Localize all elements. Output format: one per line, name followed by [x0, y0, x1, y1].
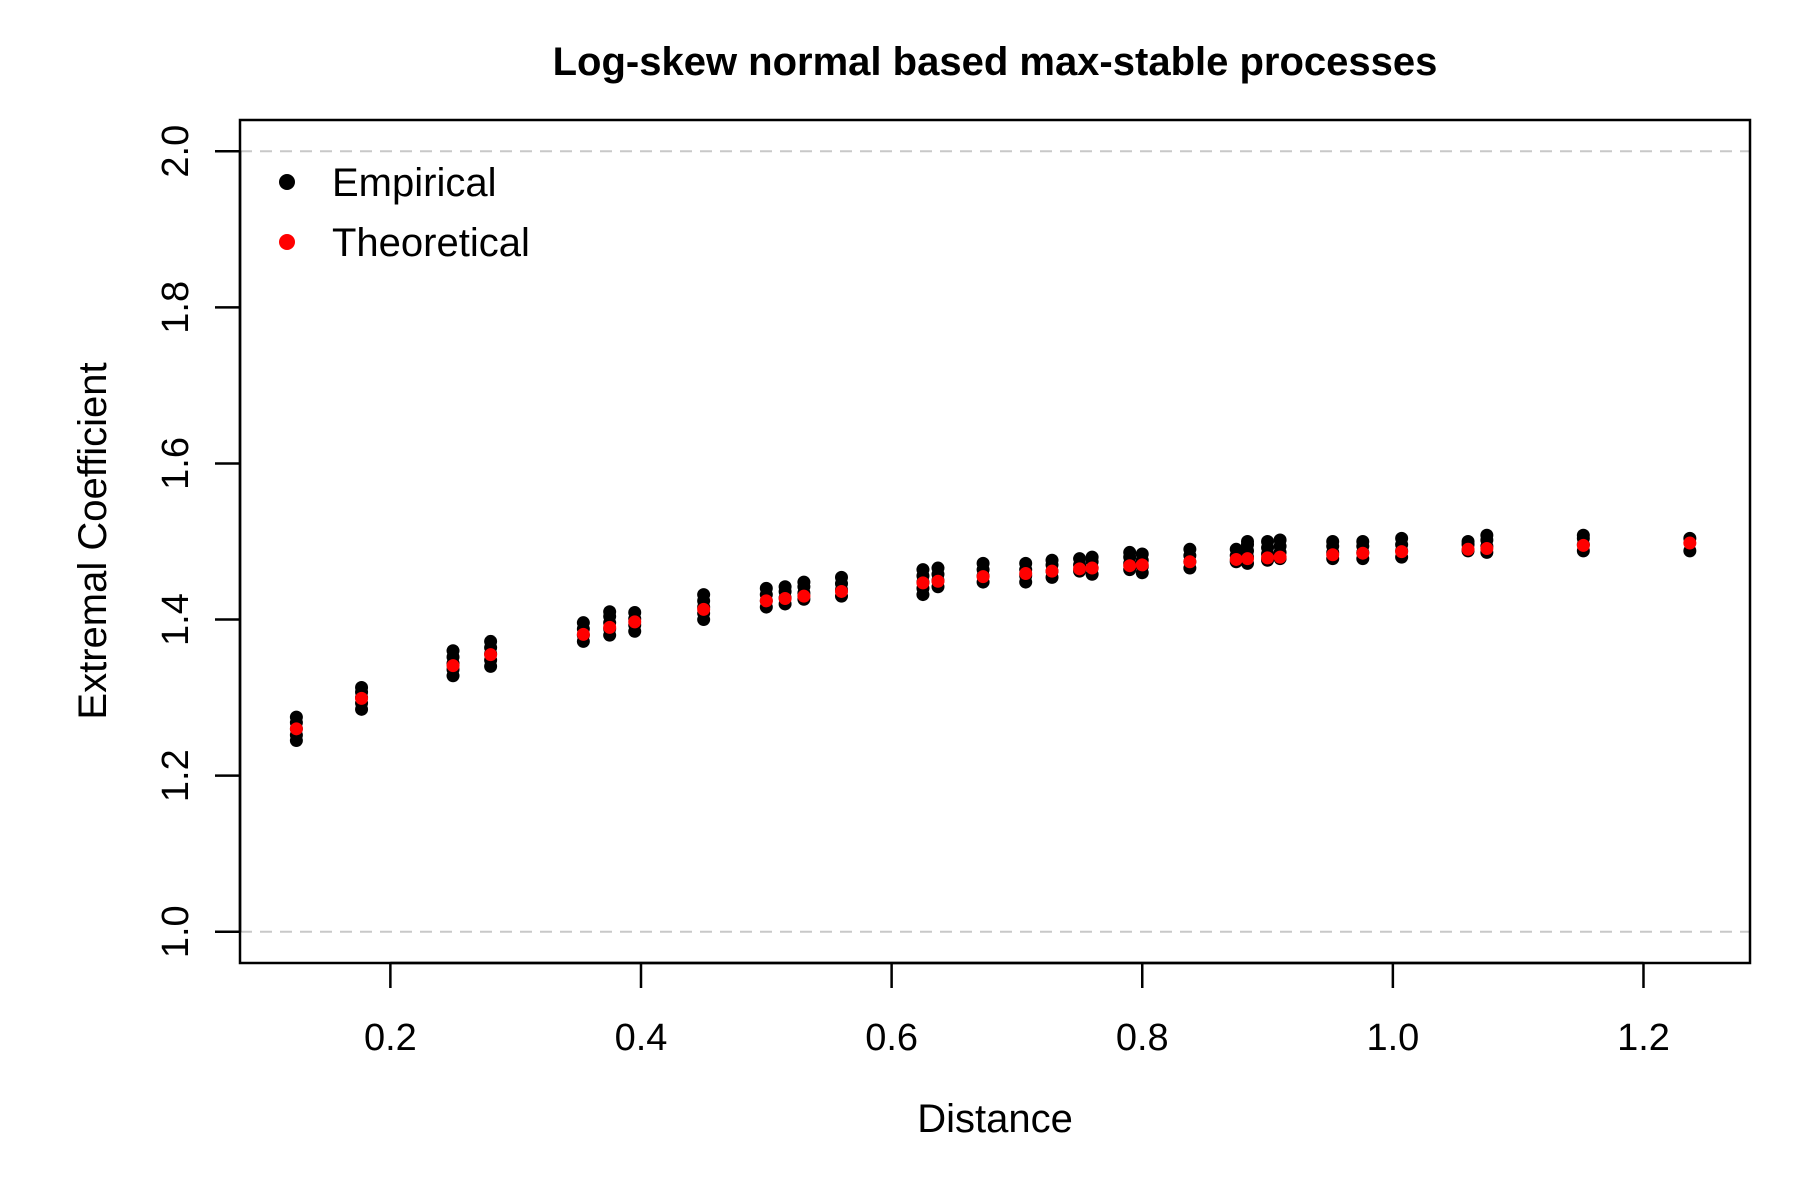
empirical-point [1356, 535, 1370, 548]
theoretical-point [916, 576, 930, 590]
empirical-point [778, 580, 792, 594]
theoretical-point [759, 594, 773, 608]
empirical-point [446, 644, 460, 658]
chart-title: Log-skew normal based max-stable process… [553, 40, 1438, 84]
theoretical-point [1183, 555, 1197, 569]
theoretical-point [1480, 542, 1494, 556]
theoretical-point [778, 591, 792, 605]
empirical-point [628, 606, 642, 620]
theoretical-point [484, 648, 498, 662]
theoretical-point [1045, 564, 1059, 578]
theoretical-point [1356, 546, 1370, 560]
theoretical-point [834, 584, 848, 598]
empirical-point [1576, 528, 1590, 542]
theoretical-point [628, 615, 642, 629]
y-tick-label: 2.0 [155, 125, 197, 178]
theoretical-point [1123, 559, 1137, 573]
empirical-point [603, 605, 617, 619]
empirical-point [931, 561, 945, 575]
empirical-point [484, 634, 498, 648]
x-tick-label: 0.6 [865, 1017, 918, 1059]
empirical-point [916, 563, 930, 577]
empirical-point [1135, 547, 1149, 561]
y-tick-label: 1.0 [155, 905, 197, 958]
theoretical-point [1326, 548, 1340, 562]
theoretical-point [446, 659, 460, 673]
theoretical-series [289, 536, 1697, 736]
x-tick-label: 1.0 [1366, 1017, 1419, 1059]
empirical-point [1480, 528, 1494, 542]
reference-lines [240, 150, 1750, 933]
empirical-point [355, 680, 369, 694]
empirical-point [697, 588, 711, 602]
legend-marker-theoretical [279, 234, 295, 250]
theoretical-point [603, 620, 617, 634]
empirical-point [1326, 535, 1340, 548]
theoretical-point [1261, 551, 1275, 565]
theoretical-point [1019, 567, 1033, 581]
x-tick-label: 0.4 [615, 1017, 668, 1059]
theoretical-point [355, 691, 369, 705]
legend-label-theoretical: Theoretical [332, 221, 530, 265]
empirical-point [1123, 545, 1137, 559]
theoretical-point [1461, 542, 1475, 556]
legend-label-empirical: Empirical [332, 161, 496, 205]
theoretical-point [1085, 561, 1099, 575]
theoretical-point [697, 602, 711, 616]
empirical-point [1019, 556, 1033, 570]
y-axis: 1.0 1.2 1.4 1.6 1.8 2.0 [155, 125, 242, 958]
theoretical-point [976, 570, 990, 584]
empirical-point [834, 570, 848, 584]
theoretical-point [1683, 536, 1697, 550]
theoretical-point [289, 722, 303, 736]
theoretical-point [576, 627, 590, 641]
y-tick-label: 1.6 [155, 437, 197, 490]
empirical-point [1273, 533, 1287, 547]
empirical-point [1229, 542, 1243, 556]
x-axis-label: Distance [917, 1097, 1073, 1141]
y-tick-label: 1.4 [155, 593, 197, 646]
empirical-point [1261, 535, 1275, 548]
y-tick-label: 1.8 [155, 281, 197, 334]
theoretical-point [797, 589, 811, 603]
theoretical-point [1241, 552, 1255, 566]
theoretical-point [1073, 562, 1087, 576]
x-tick-label: 0.2 [364, 1017, 417, 1059]
empirical-point [1085, 550, 1099, 564]
empirical-point [576, 616, 590, 630]
y-tick-label: 1.2 [155, 749, 197, 802]
theoretical-point [931, 574, 945, 588]
empirical-point [1073, 552, 1087, 566]
x-tick-label: 1.2 [1617, 1017, 1670, 1059]
y-axis-label: Extremal Coefficient [71, 362, 115, 719]
empirical-point [797, 575, 811, 589]
x-tick-label: 0.8 [1116, 1017, 1169, 1059]
empirical-point [759, 581, 773, 595]
theoretical-point [1229, 552, 1243, 566]
empirical-point [289, 710, 303, 724]
legend: Empirical Theoretical [279, 161, 530, 265]
theoretical-point [1395, 545, 1409, 559]
empirical-point [976, 556, 990, 570]
empirical-point [1241, 535, 1255, 548]
theoretical-point [1576, 538, 1590, 552]
legend-marker-empirical [279, 174, 295, 190]
empirical-point [1395, 531, 1409, 545]
x-axis: 0.2 0.4 0.6 0.8 1.0 1.2 [364, 961, 1670, 1059]
empirical-point [1183, 542, 1197, 556]
theoretical-point [1273, 550, 1287, 564]
empirical-point [1045, 553, 1059, 567]
theoretical-point [1135, 558, 1149, 572]
empirical-series [289, 528, 1697, 748]
